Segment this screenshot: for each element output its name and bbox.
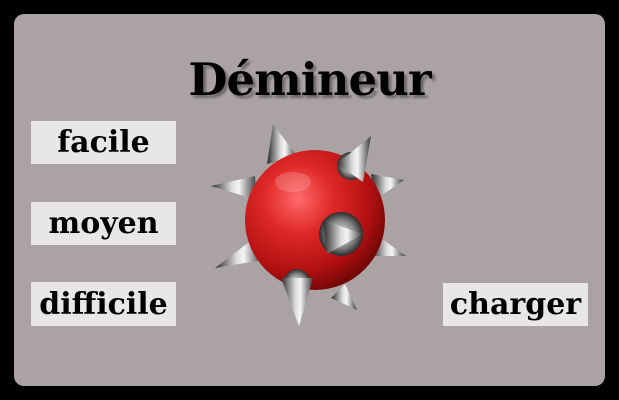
spike (281, 278, 313, 326)
easy-button[interactable]: facile (31, 121, 176, 164)
spike (211, 176, 257, 200)
load-button[interactable]: charger (443, 283, 588, 326)
spike (267, 124, 297, 164)
spike (323, 220, 363, 254)
mine-body (245, 150, 385, 290)
medium-button[interactable]: moyen (31, 202, 176, 245)
game-title: Démineur (188, 53, 431, 106)
spike (337, 136, 371, 182)
hard-button[interactable]: difficile (31, 282, 176, 326)
spike (331, 284, 357, 310)
mine-icon (211, 124, 406, 326)
